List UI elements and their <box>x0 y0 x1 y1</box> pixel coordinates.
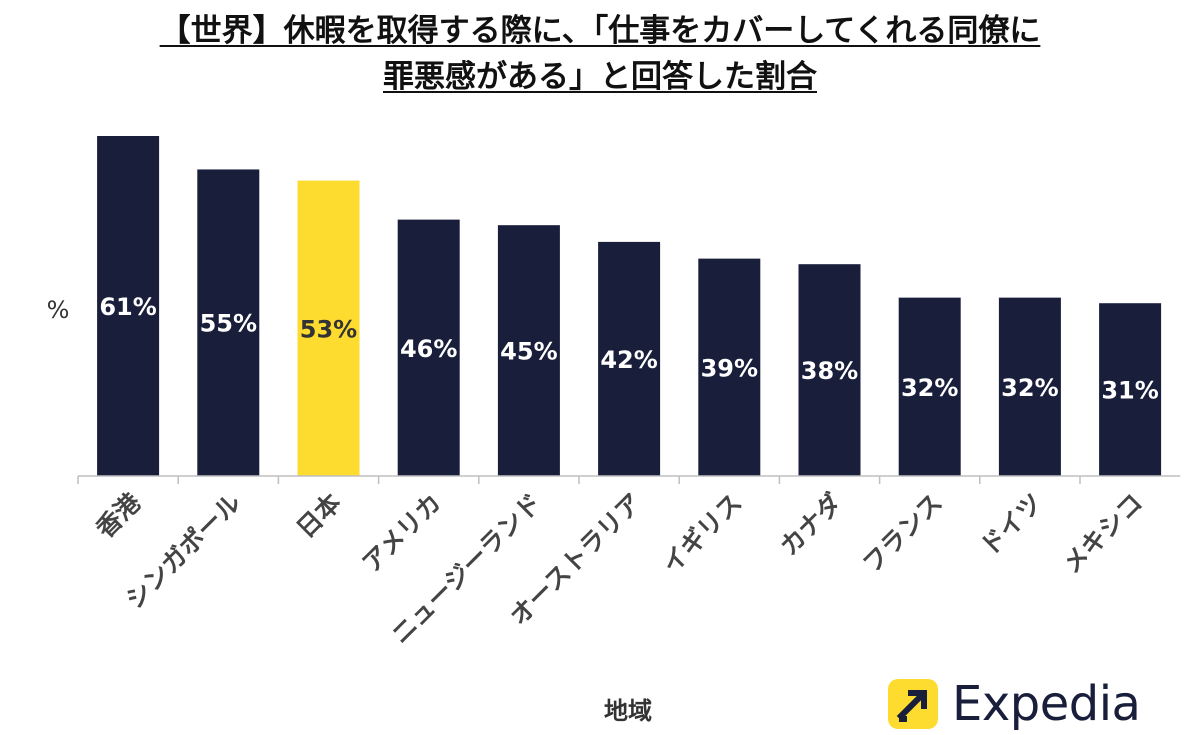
value-label-2: 55% <box>200 310 257 338</box>
value-label-6: 42% <box>600 346 657 374</box>
category-label-9: フランス <box>857 488 948 579</box>
chart-title-line1: 【世界】休暇を取得する際に、「仕事をカバーしてくれる同僚に <box>159 13 1041 49</box>
x-axis-label: 地域 <box>604 697 652 725</box>
category-label-1: 香港 <box>90 487 147 544</box>
bar-11 <box>1099 303 1162 476</box>
category-label-8: カナダ <box>774 488 848 562</box>
y-axis-label: % <box>47 296 70 324</box>
value-labels-layer: 61% 55% 53% 46% 45% 42% 39% 38% 32% 32% 31% <box>99 293 1158 405</box>
chart-title: 【世界】休暇を取得する際に、「仕事をカバーしてくれる同僚に 罪悪感がある」と回答… <box>60 8 1140 100</box>
value-label-7: 39% <box>701 354 758 382</box>
value-label-9: 32% <box>901 374 958 402</box>
bars-layer <box>97 136 1162 477</box>
bar-9 <box>898 297 961 476</box>
bar-6 <box>598 241 661 476</box>
category-label-7: イギリス <box>656 488 747 579</box>
expedia-wordmark: Expedia <box>952 676 1141 732</box>
expedia-logo: Expedia <box>888 674 1141 734</box>
bar-3 <box>297 180 360 477</box>
value-label-1: 61% <box>99 293 156 321</box>
bar-5 <box>497 225 560 476</box>
value-label-5: 45% <box>500 338 557 366</box>
category-label-4: アメリカ <box>357 488 447 578</box>
bar-8 <box>798 264 861 476</box>
bar-10 <box>998 297 1061 476</box>
bar-2 <box>197 169 260 476</box>
value-label-4: 46% <box>400 335 457 363</box>
x-axis <box>77 475 1181 484</box>
value-label-11: 31% <box>1101 377 1158 405</box>
category-label-10: ドイツ <box>975 488 1049 562</box>
category-label-3: 日本 <box>291 488 347 544</box>
category-label-11: メキシコ <box>1057 488 1148 579</box>
bar-4 <box>397 219 460 476</box>
bar-1 <box>97 136 160 476</box>
value-label-3: 53% <box>300 315 357 343</box>
expedia-arrow-icon <box>888 679 938 729</box>
value-label-8: 38% <box>801 357 858 385</box>
bar-7 <box>698 258 761 476</box>
value-label-10: 32% <box>1001 374 1058 402</box>
chart-title-line2: 罪悪感がある」と回答した割合 <box>383 59 817 95</box>
